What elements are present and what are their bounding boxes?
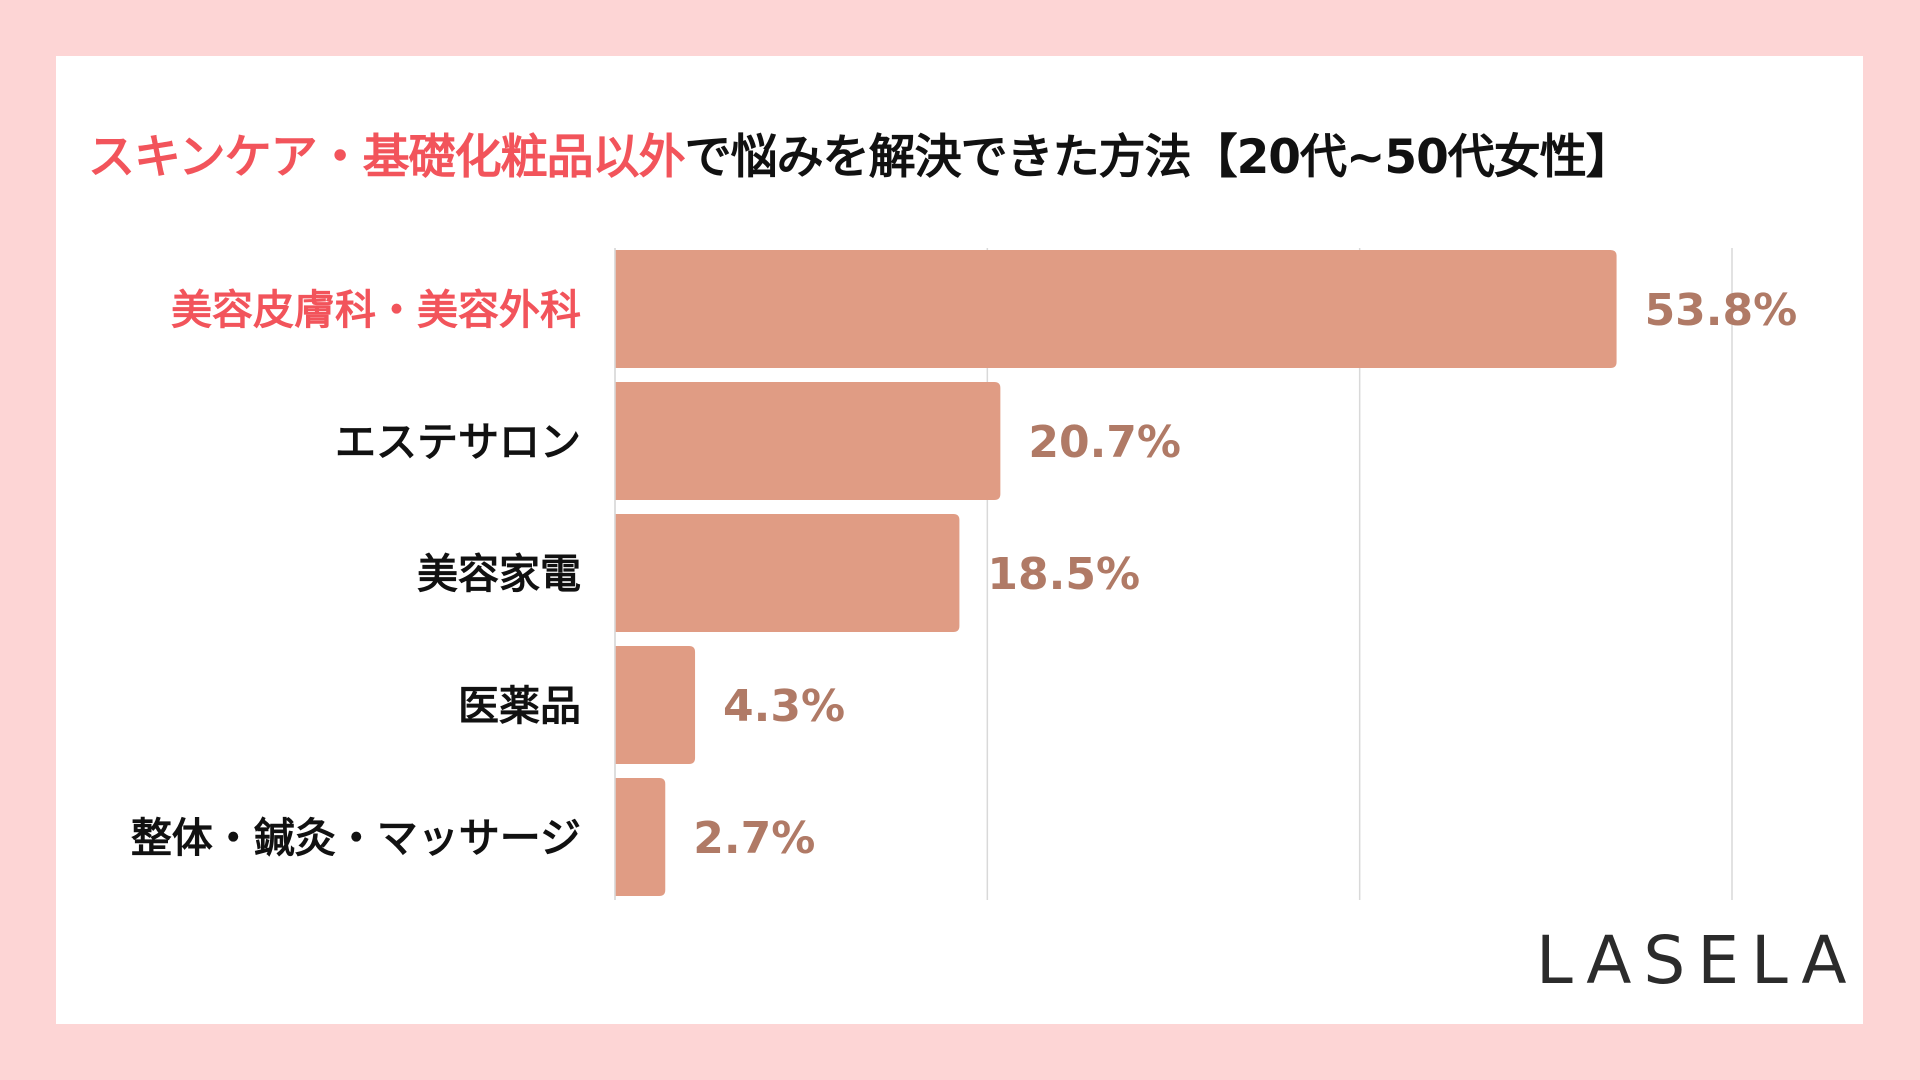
chart-title-highlight: スキンケア・基礎化粧品以外 <box>88 130 686 185</box>
category-label: 医薬品 <box>458 682 581 730</box>
bar <box>615 382 1001 500</box>
bar <box>615 778 666 896</box>
value-label: 18.5% <box>987 549 1140 600</box>
chart-title-rest: で悩みを解決できた方法【20代~50代女性】 <box>684 130 1633 185</box>
value-label: 4.3% <box>723 681 845 732</box>
value-label: 20.7% <box>1028 417 1181 468</box>
value-label: 53.8% <box>1645 285 1798 336</box>
chart-card <box>56 56 1863 1024</box>
bar <box>615 514 960 632</box>
category-label: エステサロン <box>335 418 581 466</box>
bar <box>615 250 1617 368</box>
value-label: 2.7% <box>693 813 815 864</box>
category-label: 整体・鍼灸・マッサージ <box>131 814 581 862</box>
bar <box>615 646 696 764</box>
chart-title: スキンケア・基礎化粧品以外で悩みを解決できた方法【20代~50代女性】 <box>88 118 1633 187</box>
lasela-logo: LASELA <box>1536 922 1859 999</box>
category-label: 美容家電 <box>417 550 581 598</box>
category-label: 美容皮膚科・美容外科 <box>171 286 581 334</box>
